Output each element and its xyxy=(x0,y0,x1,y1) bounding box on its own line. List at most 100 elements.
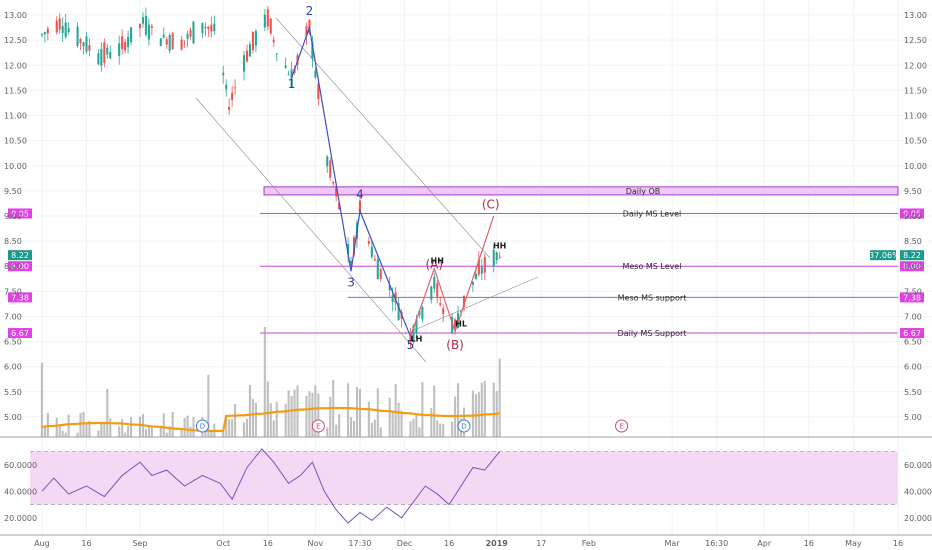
candle-body xyxy=(55,20,58,33)
volume-bar xyxy=(144,429,147,437)
candle-body xyxy=(284,65,287,68)
wave-label: (A) xyxy=(425,258,443,272)
level-label: Daily MS Level xyxy=(623,209,681,218)
volume-bar xyxy=(245,418,249,437)
candle-body xyxy=(474,273,477,280)
rsi-tick-left: 60.0000 xyxy=(4,461,37,470)
level-tag-left xyxy=(8,261,32,272)
candle-body xyxy=(367,241,370,244)
event-marker-label: D xyxy=(200,423,205,431)
candle-body xyxy=(234,87,237,89)
time-tick: Dec xyxy=(397,539,412,548)
level-tag-left xyxy=(8,208,32,219)
level-label: Daily OB xyxy=(626,187,661,196)
candle-body xyxy=(266,9,269,27)
last-price-tag-right xyxy=(900,250,924,261)
volume-bar xyxy=(433,385,436,437)
volume-bar xyxy=(85,422,88,437)
level-tag-text: 7.38 xyxy=(11,293,29,302)
structure-label: HL xyxy=(455,320,467,329)
volume-bar xyxy=(138,416,142,437)
price-tick-right: 11.00 xyxy=(904,112,927,121)
volume-bar xyxy=(439,423,442,437)
volume-bar xyxy=(165,432,168,437)
volume-bar xyxy=(373,419,376,437)
rsi-band xyxy=(30,451,898,505)
volume-bar xyxy=(79,412,82,437)
price-tick-left: 6.00 xyxy=(4,363,22,372)
volume-bar xyxy=(275,401,278,437)
price-levels: Daily OB Daily MS Level 9.05 9.05 Meso MS Le… xyxy=(8,186,924,339)
change-tag xyxy=(870,250,896,261)
candle-body xyxy=(231,92,234,101)
volume-bars xyxy=(40,327,501,437)
candle-body xyxy=(222,72,225,76)
price-tick-left: 8.00 xyxy=(4,262,22,271)
volume-bar xyxy=(355,386,359,437)
rsi-tick-left: 20.0000 xyxy=(4,514,37,523)
volume-bar xyxy=(67,414,70,437)
rsi-tick-right: 20.0000 xyxy=(904,514,932,523)
candle-body xyxy=(442,308,445,315)
price-tick-left: 10.00 xyxy=(4,162,27,171)
candle-body xyxy=(287,74,290,76)
candle-body xyxy=(242,55,246,72)
volume-bar xyxy=(231,419,234,437)
time-tick: Sep xyxy=(132,539,147,548)
candle-body xyxy=(97,53,100,65)
candle-body xyxy=(85,36,88,52)
volume-bar xyxy=(40,362,43,437)
volume-bar xyxy=(391,412,394,437)
candle-body xyxy=(183,40,186,42)
candle-body xyxy=(275,53,278,55)
wave-label: 4 xyxy=(356,187,364,201)
candle-body xyxy=(350,260,353,268)
level-label: Meso MS support xyxy=(618,293,687,302)
volume-bar xyxy=(421,382,424,437)
volume-bar xyxy=(64,432,67,437)
candle-body xyxy=(459,310,463,313)
time-tick: Apr xyxy=(757,539,772,548)
wave-label: 3 xyxy=(347,275,355,289)
candle-body xyxy=(314,70,317,78)
price-tick-right: 11.50 xyxy=(904,86,927,95)
volume-bar xyxy=(400,410,403,437)
last-price-tag-left xyxy=(8,250,32,261)
channel-lower xyxy=(195,97,427,363)
volume-bar xyxy=(287,390,290,437)
volume-bar xyxy=(168,426,171,437)
volume-bar xyxy=(272,420,275,437)
candle-body xyxy=(358,200,361,212)
structure-label: LH xyxy=(411,335,423,344)
level-tag-text: 8.00 xyxy=(903,262,921,271)
candle-body xyxy=(394,292,397,304)
time-tick: 16 xyxy=(81,539,91,548)
price-tick-right: 9.00 xyxy=(904,212,922,221)
last-price-text: 8.22 xyxy=(11,251,29,260)
volume-bar xyxy=(159,427,162,437)
candle-body xyxy=(127,36,130,48)
candle-body xyxy=(124,41,127,51)
level-tag-text: 8.00 xyxy=(11,262,29,271)
volume-bar xyxy=(234,403,237,437)
volume-bar xyxy=(397,402,400,437)
price-tick-left: 6.50 xyxy=(4,338,22,347)
volume-bar xyxy=(370,422,373,437)
level-tag-right xyxy=(900,328,924,339)
structure-label: HH xyxy=(431,257,444,266)
price-tick-left: 7.50 xyxy=(4,287,22,296)
candle-body xyxy=(138,23,142,29)
volume-bar xyxy=(248,384,252,437)
volume-bar xyxy=(284,404,287,437)
level-label: Daily MS Support xyxy=(618,329,687,338)
volume-bar xyxy=(210,430,213,437)
level-label: Meso MS Level xyxy=(622,262,681,271)
volume-bar xyxy=(251,399,254,437)
candle-body xyxy=(165,39,168,45)
volume-bar xyxy=(171,412,174,437)
candle-body xyxy=(480,267,483,274)
candle-body xyxy=(492,249,495,267)
volume-bar xyxy=(263,327,266,437)
